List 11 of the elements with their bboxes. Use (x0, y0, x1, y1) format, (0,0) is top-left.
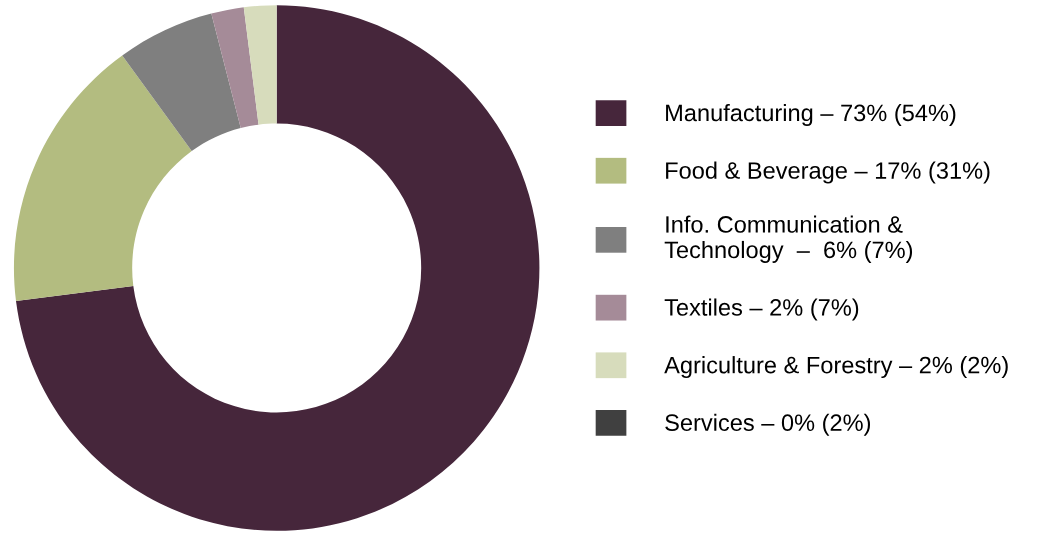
legend-label: Manufacturing – 73% (54%) (666, 103, 956, 126)
legend-label: Services – 0% (2%) (665, 413, 871, 436)
donut-slice (211, 7, 259, 129)
donut-slice (16, 5, 540, 531)
legend-label: Textiles – 2% (7%) (664, 298, 859, 321)
donut-slice (243, 5, 277, 125)
legend-label: Agriculture & Forestry – 2% (2%) (664, 356, 1008, 379)
donut-slice (122, 13, 241, 152)
donut-slice (13, 55, 192, 301)
legend-label: Food & Beverage – 17% (31%) (666, 161, 990, 184)
legend-label: Info. Communication & Technology – 6% (7%) (664, 215, 913, 263)
